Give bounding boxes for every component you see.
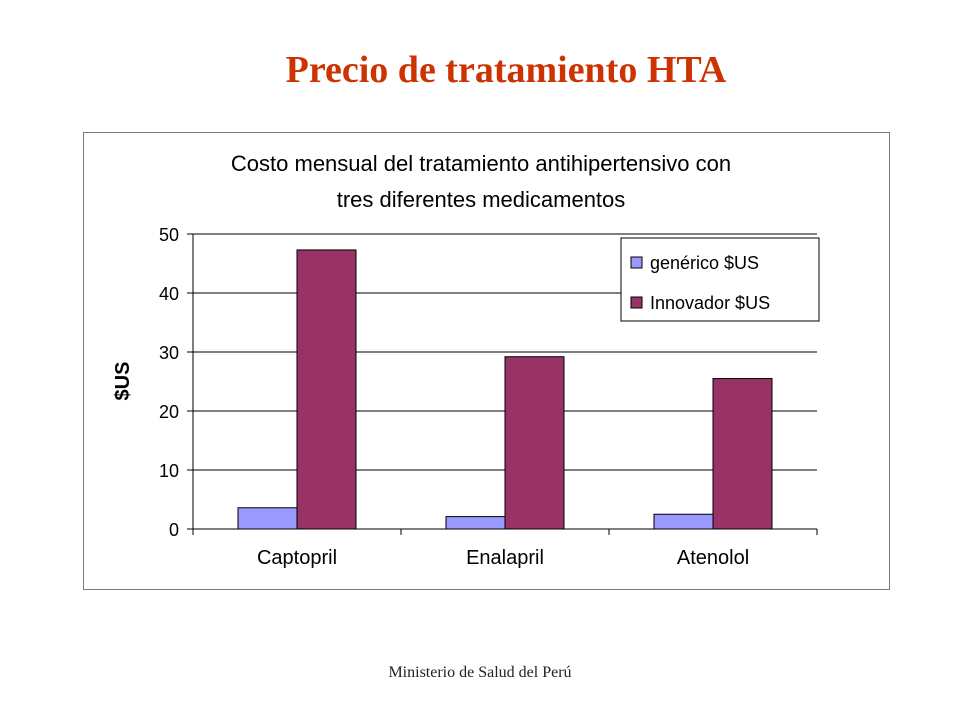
legend-label-innovator: Innovador $US — [650, 293, 770, 313]
bar-innovator-atenolol — [712, 378, 773, 530]
bar-generic-enalapril — [445, 516, 506, 530]
bar-innovator-captopril — [296, 249, 357, 530]
legend-label-generic: genérico $US — [650, 253, 759, 273]
y-tick-label: 0 — [169, 520, 179, 540]
footer: Ministerio de Salud del Perú — [388, 664, 572, 681]
y-tick-label: 10 — [159, 461, 179, 481]
x-tick-label: Atenolol — [677, 547, 749, 569]
chart-title-line-2: tres diferentes medicamentos — [337, 187, 626, 212]
chart-title-line-1: Costo mensual del tratamiento antihipert… — [231, 151, 731, 176]
legend-box — [620, 237, 820, 322]
y-tick-label: 30 — [159, 343, 179, 363]
y-tick-label: 50 — [159, 225, 179, 245]
chart-frame: Costo mensual del tratamiento antihipert… — [83, 132, 890, 590]
legend: genérico $US Innovador $US — [620, 237, 820, 322]
bar-chart: Costo mensual del tratamiento antihipert… — [112, 151, 820, 569]
bar-generic-atenolol — [653, 513, 714, 530]
x-tick-label: Enalapril — [466, 547, 544, 569]
bar-innovator-enalapril — [504, 356, 565, 530]
x-tick-label: Captopril — [257, 547, 337, 569]
plot-area: 0 10 20 30 40 50 Captopril Enalapril Atenolol — [159, 225, 818, 569]
bar-generic-captopril — [237, 507, 298, 530]
y-tick-label: 40 — [159, 284, 179, 304]
y-tick-label: 20 — [159, 402, 179, 422]
slide-title: Precio de tratamiento HTA — [285, 49, 727, 91]
legend-swatch-generic — [630, 256, 643, 269]
legend-swatch-innovator — [630, 296, 643, 309]
y-axis-label: $US — [112, 362, 134, 401]
